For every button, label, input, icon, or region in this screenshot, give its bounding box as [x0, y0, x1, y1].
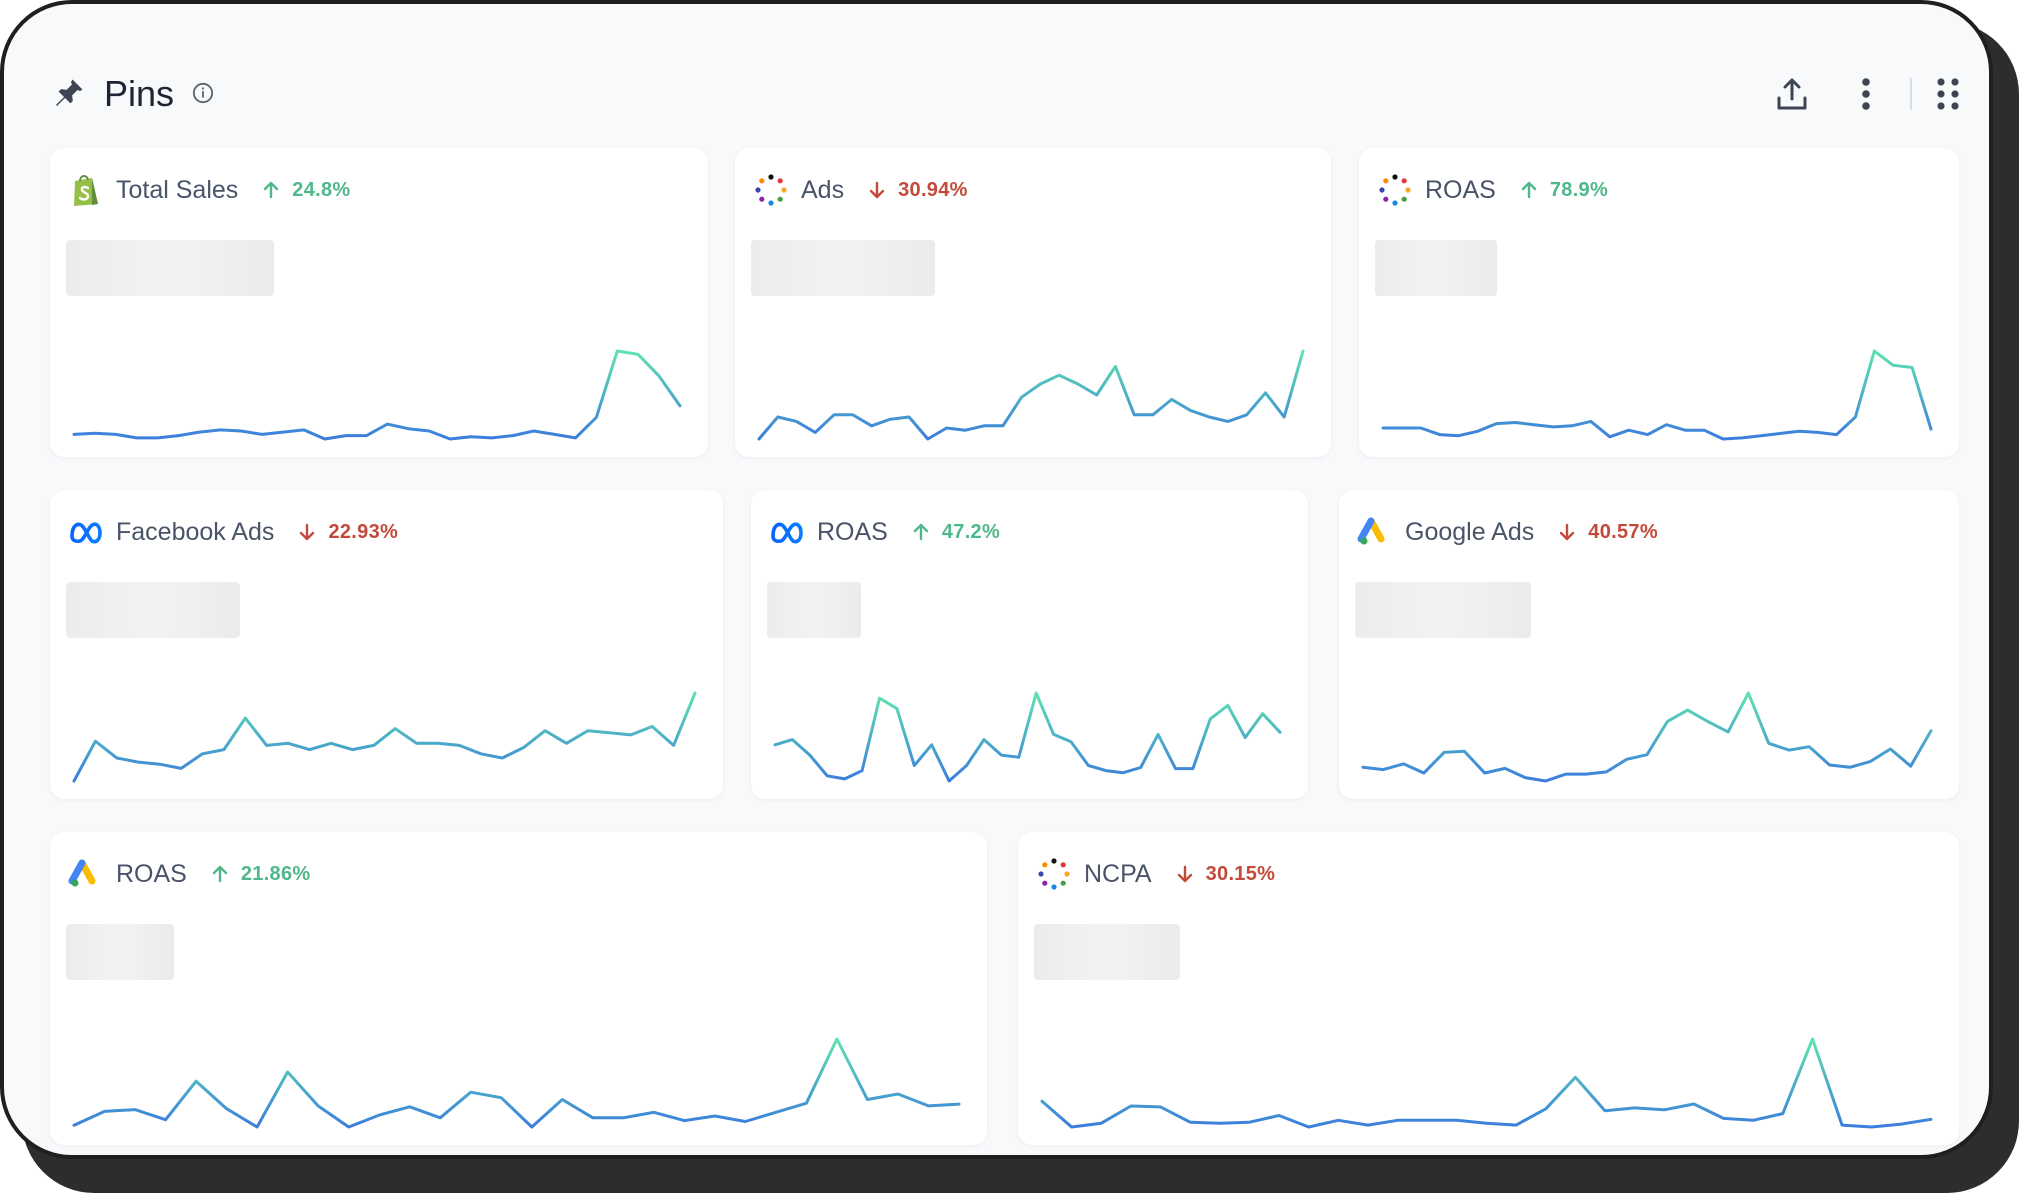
arrow-up-icon: [212, 865, 228, 883]
card-title: Facebook Ads: [116, 517, 275, 546]
info-icon[interactable]: [192, 82, 214, 104]
share-icon[interactable]: [1772, 74, 1812, 114]
trend-badge: 30.15%: [1174, 863, 1276, 886]
sparkline-chart: [757, 349, 1305, 441]
pin-icon: [55, 79, 83, 107]
sparkline-path: [1381, 349, 1933, 441]
card-title: ROAS: [817, 517, 888, 546]
card-header: Facebook Ads 22.93%: [68, 512, 398, 552]
value-skeleton: [66, 240, 274, 296]
trend-value: 40.57%: [1588, 520, 1658, 543]
arrow-up-icon: [264, 181, 279, 199]
sparkline-path: [1361, 691, 1933, 783]
more-vertical-icon[interactable]: [1846, 74, 1886, 114]
sparkline-chart: [1361, 691, 1933, 783]
google-ads-logo-icon: [1357, 517, 1385, 545]
sparkline-path: [773, 691, 1282, 783]
trend-badge: 40.57%: [1556, 521, 1658, 544]
sparkline-path: [72, 349, 682, 441]
trend-badge: 24.8%: [260, 179, 350, 202]
trend-badge: 21.86%: [209, 863, 311, 886]
card-header: NCPA 30.15%: [1036, 854, 1275, 894]
header-divider: [1910, 78, 1912, 110]
pin-card-facebook-ads[interactable]: Facebook Ads 22.93%: [50, 490, 723, 799]
sparkline-chart: [72, 691, 697, 783]
sparkline-chart: [773, 691, 1282, 783]
sparkline-chart: [72, 1037, 961, 1129]
trend-value: 21.86%: [240, 862, 311, 885]
arrow-up-icon: [913, 523, 929, 541]
pin-card-meta-roas[interactable]: ROAS 47.2%: [751, 490, 1308, 799]
value-skeleton: [66, 924, 174, 980]
sparkline-chart: [1381, 349, 1933, 441]
dots-logo-icon: [755, 174, 787, 206]
card-header: Total Sales 24.8%: [68, 170, 351, 210]
card-header: Google Ads 40.57%: [1357, 512, 1658, 552]
card-header: Ads 30.94%: [753, 170, 968, 210]
card-title: ROAS: [116, 859, 187, 888]
value-skeleton: [767, 582, 861, 638]
google-ads-logo-icon: [68, 859, 96, 887]
arrow-down-icon: [1177, 865, 1192, 883]
meta-logo-icon: [70, 522, 102, 544]
trend-value: 30.15%: [1205, 862, 1276, 885]
card-header: ROAS 47.2%: [769, 512, 1000, 552]
value-skeleton: [1355, 582, 1531, 638]
arrow-down-icon: [869, 181, 885, 199]
card-header: ROAS 21.86%: [68, 854, 311, 894]
shopify-logo-icon: [74, 175, 98, 206]
sparkline-path: [1040, 1037, 1933, 1129]
trend-badge: 78.9%: [1518, 179, 1608, 202]
value-skeleton: [1375, 240, 1497, 296]
trend-badge: 47.2%: [910, 521, 1000, 544]
header: Pins: [4, 4, 1989, 144]
trend-value: 47.2%: [941, 520, 1001, 543]
dots-logo-icon: [1379, 174, 1411, 206]
value-skeleton: [66, 582, 240, 638]
app-window: Pins Total Sales 24.8% Ads 30.94% ROAS 78.9…: [0, 0, 1993, 1159]
value-skeleton: [751, 240, 935, 296]
pin-card-roas[interactable]: ROAS 78.9%: [1359, 148, 1959, 457]
trend-value: 24.8%: [292, 178, 351, 201]
page-title: Pins: [104, 73, 175, 114]
pin-card-ads[interactable]: Ads 30.94%: [735, 148, 1331, 457]
pin-card-ncpa[interactable]: NCPA 30.15%: [1018, 832, 1959, 1145]
trend-value: 78.9%: [1549, 178, 1609, 201]
trend-badge: 30.94%: [866, 179, 968, 202]
pin-card-google-roas[interactable]: ROAS 21.86%: [50, 832, 987, 1145]
trend-value: 30.94%: [898, 178, 968, 201]
meta-logo-icon: [771, 522, 803, 544]
card-title: Google Ads: [1405, 517, 1535, 546]
card-title: NCPA: [1084, 859, 1152, 888]
sparkline-path: [72, 1037, 961, 1129]
arrow-down-icon: [300, 523, 315, 541]
card-title: ROAS: [1425, 175, 1496, 204]
arrow-down-icon: [1560, 523, 1575, 541]
arrow-up-icon: [1521, 181, 1537, 199]
pin-card-total-sales[interactable]: Total Sales 24.8%: [50, 148, 708, 457]
card-header: ROAS 78.9%: [1377, 170, 1608, 210]
pin-card-google-ads[interactable]: Google Ads 40.57%: [1339, 490, 1959, 799]
trend-value: 22.93%: [328, 520, 399, 543]
dots-logo-icon: [1038, 858, 1070, 890]
sparkline-path: [72, 691, 697, 783]
sparkline-path: [757, 349, 1305, 441]
apps-grid-icon[interactable]: [1928, 74, 1968, 114]
sparkline-chart: [1040, 1037, 1933, 1129]
sparkline-chart: [72, 349, 682, 441]
value-skeleton: [1034, 924, 1180, 980]
card-title: Total Sales: [116, 175, 239, 204]
trend-badge: 22.93%: [296, 521, 398, 544]
card-title: Ads: [801, 175, 845, 204]
